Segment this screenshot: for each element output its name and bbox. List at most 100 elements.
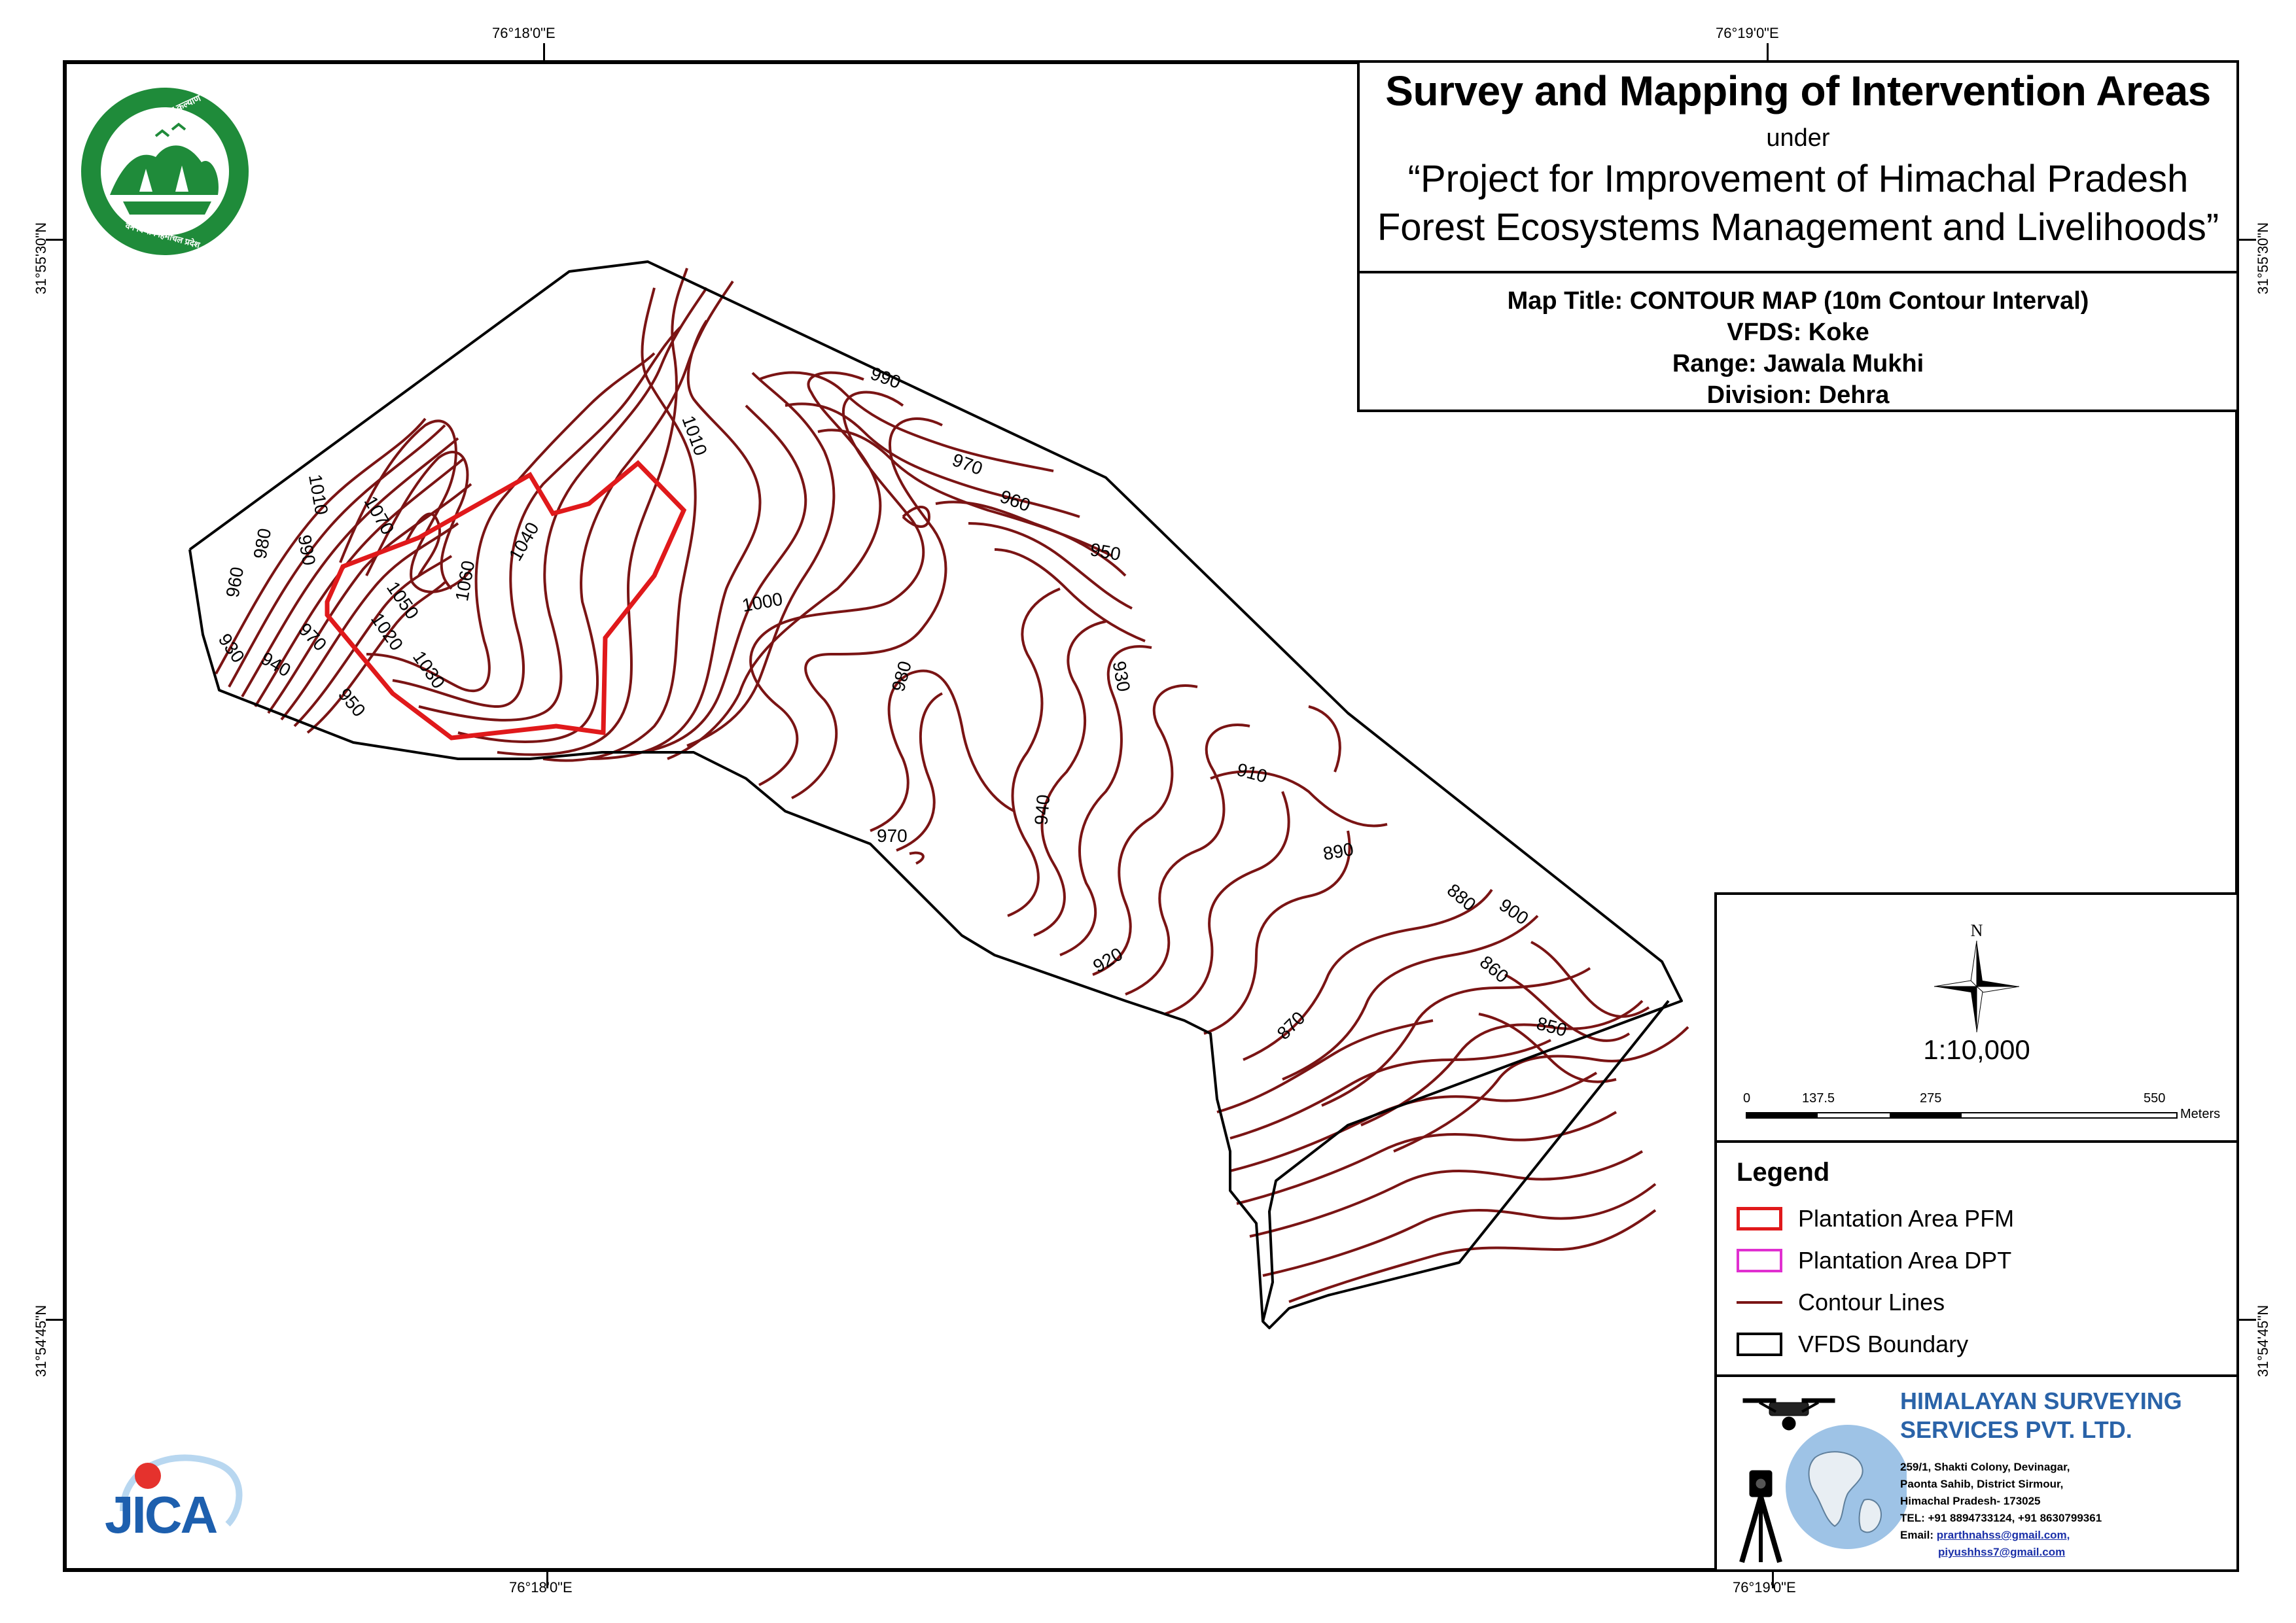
contour-line — [588, 319, 762, 760]
company-logo — [1739, 1398, 1907, 1563]
contour-line — [994, 548, 1146, 642]
address-line: Paonta Sahib, District Sirmour, — [1900, 1478, 2064, 1490]
contour-line — [497, 268, 688, 756]
scale-tick-label: 550 — [2144, 1091, 2166, 1106]
jica-wordmark: JICA — [105, 1486, 218, 1544]
contour-line — [896, 692, 943, 852]
contour-line — [1125, 724, 1250, 996]
legend-swatch-pfm — [1737, 1207, 1782, 1230]
company-name: HIMALAYAN SURVEYING SERVICES PVT. LTD. — [1900, 1387, 2182, 1444]
contour-line — [1249, 1150, 1644, 1238]
contour-line — [1360, 1000, 1644, 1126]
contour-line — [758, 371, 1054, 472]
title-top-section: Survey and Mapping of Intervention Areas… — [1360, 63, 2236, 273]
contour-line — [1308, 705, 1341, 773]
company-divider — [1717, 1374, 2236, 1377]
legend-label: Contour Lines — [1798, 1289, 1945, 1316]
scale-bar: 0 137.5 275 550 Meters — [1743, 1091, 2220, 1130]
jica-logo: JICA — [97, 1439, 247, 1550]
contour-line — [280, 522, 459, 721]
contour-line — [1393, 1026, 1689, 1153]
contour-line — [641, 404, 807, 754]
grid-tick — [2239, 1319, 2256, 1321]
contour-line — [1478, 1013, 1617, 1083]
contour-line — [366, 352, 656, 693]
contour-line — [1092, 684, 1198, 976]
plantation-area-pfm — [325, 460, 687, 741]
email-label: Email: — [1900, 1529, 1934, 1541]
contour-line — [1229, 1072, 1598, 1172]
scale-tick-label: 137.5 — [1802, 1091, 1835, 1106]
contour-line — [254, 457, 466, 708]
scale-ratio: 1:10,000 — [1923, 1034, 2030, 1065]
contour-line — [791, 417, 947, 799]
title-project-line2: Forest Ecosystems Management and Livelih… — [1377, 206, 2219, 249]
title-block: Survey and Mapping of Intervention Areas… — [1357, 60, 2239, 412]
side-panel: N 1:10,000 0 137.5 275 550 Meters Legend… — [1714, 892, 2239, 1572]
contour-line — [1059, 645, 1152, 956]
contour-label: 940 — [1031, 794, 1054, 826]
contour-line — [1530, 941, 1650, 1018]
legend-divider — [1717, 1140, 2236, 1143]
legend-label: VFDS Boundary — [1798, 1331, 1969, 1357]
company-email-link[interactable]: piyushhss7@gmail.com — [1938, 1546, 2066, 1558]
contour-line — [1229, 1039, 1551, 1140]
contour-line — [667, 371, 882, 760]
tripod-icon — [1739, 1470, 1782, 1563]
contour-line — [457, 280, 734, 743]
company-address: 259/1, Shakti Colony, Devinagar, Paonta … — [1900, 1459, 2102, 1561]
contour-line — [1203, 830, 1351, 1035]
contour-line — [404, 512, 441, 576]
vfds-boundary — [188, 260, 1683, 1329]
grid-tick — [2239, 239, 2256, 241]
company-email-link[interactable]: prarthnahss@gmail.com, — [1936, 1529, 2070, 1541]
north-label: N — [1970, 921, 1983, 940]
contour-line — [935, 500, 1127, 577]
contour-line — [1504, 973, 1631, 1042]
scale-tick-label: 0 — [1743, 1091, 1751, 1106]
contour-line — [968, 522, 1133, 610]
legend-item-dpt: Plantation Area DPT — [1737, 1247, 2011, 1274]
title-main: Survey and Mapping of Intervention Areas — [1385, 67, 2211, 114]
contour-line — [1210, 770, 1388, 828]
contour-line — [392, 326, 682, 708]
contour-line — [542, 287, 697, 762]
north-arrow-icon — [1934, 940, 2020, 1033]
contour-line — [1243, 888, 1493, 1061]
contour-line — [686, 372, 836, 747]
company-name-line1: HIMALAYAN SURVEYING — [1900, 1387, 2182, 1414]
contour-line — [1236, 1111, 1617, 1205]
contour-line — [1164, 791, 1290, 1015]
lon-label-bottom-right: 76°19'0"E — [1733, 1579, 1796, 1596]
grid-tick — [1767, 43, 1769, 60]
lon-label-top-right: 76°19'0"E — [1716, 25, 1779, 41]
forest-department-logo-text: वन श्री त्राण, विश्व कल्याण वन विभाग हिम… — [77, 84, 253, 259]
contour-line — [365, 451, 469, 590]
grid-tick — [543, 43, 545, 60]
map-frame — [63, 60, 2239, 1572]
contour-line — [1216, 1019, 1434, 1113]
scale-tick-label: 275 — [1920, 1091, 1942, 1106]
legend-swatch-boundary — [1737, 1333, 1782, 1356]
legend-swatch-contour — [1737, 1291, 1782, 1314]
company-phone: TEL: +91 8894733124, +91 8630799361 — [1900, 1512, 2102, 1524]
title-project-line1: “Project for Improvement of Himachal Pra… — [1407, 158, 2189, 200]
legend-item-pfm: Plantation Area PFM — [1737, 1205, 2014, 1232]
contour-line — [909, 851, 925, 865]
contour-line — [293, 555, 453, 727]
contour-line — [1033, 620, 1106, 937]
title-details: Map Title: CONTOUR MAP (10m Contour Inte… — [1360, 273, 2236, 412]
scale-bar-segment — [1890, 1112, 1962, 1119]
contour-line — [418, 287, 708, 722]
contour-line — [339, 419, 472, 593]
vfds-name: VFDS: Koke — [1727, 319, 1869, 346]
legend-label: Plantation Area DPT — [1798, 1247, 2012, 1274]
grid-tick — [1772, 1571, 1774, 1588]
logo-dept-name: वन विभाग हिमाचल प्रदेश — [124, 220, 202, 250]
title-under: under — [1766, 124, 1830, 152]
contour-line — [306, 581, 446, 734]
contour-line — [215, 417, 427, 674]
contour-line — [870, 669, 1015, 832]
scale-bar-segment — [1746, 1112, 1818, 1119]
